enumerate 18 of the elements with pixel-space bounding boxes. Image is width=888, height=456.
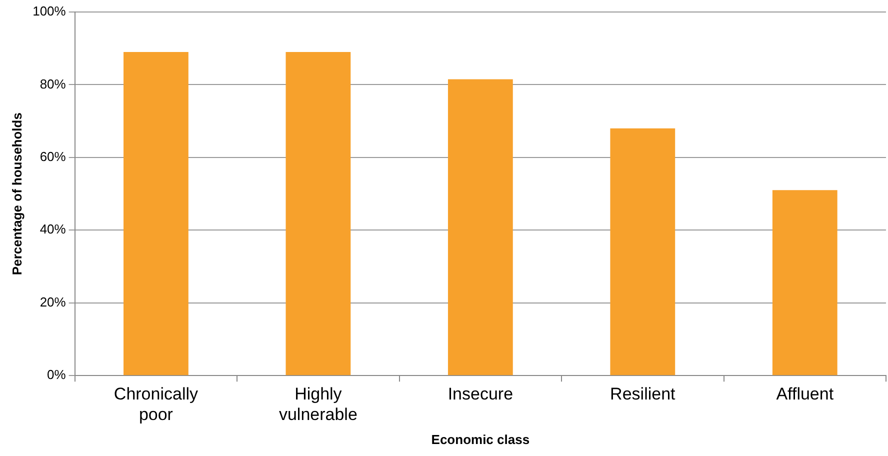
bar — [448, 79, 513, 376]
y-tick-label: 60% — [40, 149, 66, 164]
y-axis-title: Percentage of households — [9, 112, 24, 276]
x-tick-label: Affluent — [776, 384, 834, 404]
y-tick-label: 100% — [32, 4, 66, 19]
y-tick-label: 0% — [47, 367, 66, 382]
x-axis-title: Economic class — [431, 432, 530, 447]
y-tick-label: 20% — [40, 294, 66, 310]
bar — [610, 128, 676, 376]
y-tick-label: 80% — [40, 76, 66, 92]
bar — [286, 52, 351, 376]
x-tick-label: Insecure — [448, 384, 514, 404]
x-tick-label: Highly vulnerable — [278, 384, 358, 424]
y-tick-label: 40% — [40, 222, 66, 237]
x-tick-label: Resilient — [610, 384, 676, 404]
bar — [772, 190, 838, 376]
bar — [124, 52, 188, 376]
x-tick-label: Chronically poor — [114, 384, 199, 424]
